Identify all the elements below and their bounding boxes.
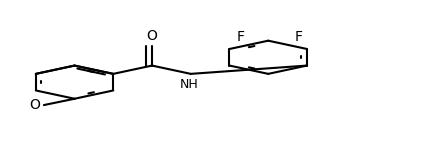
Text: O: O: [29, 98, 40, 112]
Text: F: F: [236, 30, 244, 44]
Text: O: O: [147, 29, 158, 43]
Text: NH: NH: [179, 78, 198, 91]
Text: F: F: [294, 30, 302, 44]
